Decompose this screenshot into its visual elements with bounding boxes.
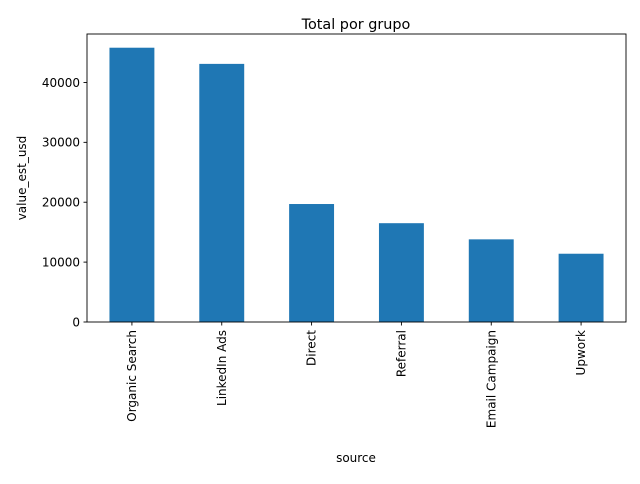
- y-tick-label: 20000: [42, 196, 80, 210]
- bar-email-campaign: [468, 239, 514, 322]
- x-tick-label: Direct: [305, 330, 319, 366]
- chart-title: Total por grupo: [301, 17, 411, 33]
- x-axis-label: source: [336, 451, 376, 465]
- y-tick-label: 10000: [42, 255, 80, 269]
- x-axis: Organic Search LinkedIn Ads Direct Referral…: [125, 322, 588, 428]
- bar-linkedin-ads: [199, 63, 245, 322]
- x-tick-label: Email Campaign: [484, 330, 498, 428]
- bars-layer: [109, 47, 604, 323]
- x-tick-label: Organic Search: [125, 330, 139, 422]
- y-axis-label: value_est_usd: [15, 136, 29, 221]
- bar-referral: [378, 223, 424, 322]
- y-axis: 0 10000 20000 30000 40000: [42, 76, 87, 329]
- x-tick-label: Referral: [394, 330, 408, 377]
- plot-frame: [86, 33, 627, 323]
- bar-upwork: [558, 253, 604, 322]
- y-tick-label: 40000: [42, 76, 80, 90]
- x-tick-label: LinkedIn Ads: [215, 330, 229, 406]
- bar-organic-search: [109, 47, 155, 323]
- y-tick-label: 0: [72, 315, 80, 329]
- x-tick-label: Upwork: [574, 330, 588, 375]
- bar-direct: [289, 204, 335, 322]
- y-tick-label: 30000: [42, 136, 80, 150]
